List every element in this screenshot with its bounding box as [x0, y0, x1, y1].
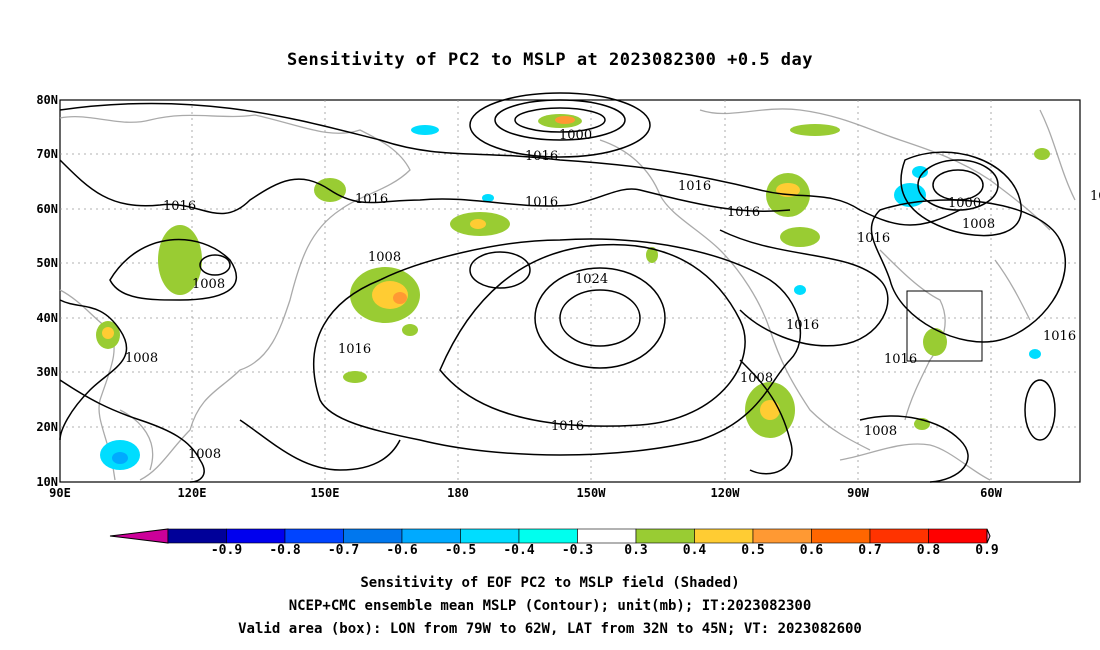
- contour-label: 1000: [559, 128, 592, 143]
- colorbar-swatch: [460, 528, 520, 544]
- lat-label: 80N: [36, 93, 58, 107]
- colorbar-low-extend: [109, 528, 169, 544]
- lon-label: 90W: [847, 486, 869, 500]
- contour-label: 1000: [948, 196, 981, 211]
- contour-label: 1008: [1090, 189, 1100, 204]
- lat-label: 50N: [36, 256, 58, 270]
- contour-label: 1016: [525, 195, 558, 210]
- colorbar-tick-label: -0.5: [444, 543, 477, 558]
- contour-label: 1008: [125, 351, 158, 366]
- contour-label: 1008: [962, 217, 995, 232]
- lon-label: 150W: [576, 486, 606, 500]
- colorbar-tick-label: 0.4: [682, 543, 707, 558]
- contour-label: 1016: [884, 352, 917, 367]
- contour-label: 1016: [525, 149, 558, 164]
- lon-label: 150E: [310, 486, 340, 500]
- colorbar-swatch: [226, 528, 286, 544]
- colorbar-swatch: [343, 528, 403, 544]
- colorbar-swatch: [811, 528, 871, 544]
- sensitivity-shading: [96, 114, 1050, 470]
- contour-label: 1016: [338, 342, 371, 357]
- lon-label: 180: [447, 486, 469, 500]
- lon-label: 120W: [710, 486, 740, 500]
- colorbar-tick-label: -0.8: [269, 543, 301, 558]
- lat-label: 60N: [36, 202, 58, 216]
- colorbar-swatch: [928, 528, 988, 544]
- contour-label: 1016: [786, 318, 819, 333]
- valid-area-box: [906, 290, 983, 362]
- contour-label: 1016: [355, 192, 388, 207]
- contour-label: 1016: [727, 205, 760, 220]
- contour-label: 1016: [163, 199, 196, 214]
- footer-line-2: NCEP+CMC ensemble mean MSLP (Contour); u…: [288, 598, 812, 614]
- contour-labels: 1000 1016 1016 1016 1016 1016 1008 1008 …: [125, 128, 1100, 462]
- contour-label: 1008: [864, 424, 897, 439]
- chart-title: Sensitivity of PC2 to MSLP at 2023082300…: [286, 50, 813, 70]
- colorbar-high-extend: [986, 528, 991, 544]
- colorbar-tick-label: -0.4: [503, 543, 535, 558]
- contour-label: 1016: [678, 179, 711, 194]
- contour-label: 1024: [575, 272, 608, 287]
- colorbar-swatch: [577, 528, 637, 544]
- contour-label: 1016: [857, 231, 890, 246]
- mslp-contours: [59, 92, 1066, 483]
- footer-line-3: Valid area (box): LON from 79W to 62W, L…: [238, 621, 862, 637]
- colorbar-tick-label: 0.3: [624, 543, 648, 558]
- lat-label: 30N: [36, 365, 58, 379]
- colorbar-tick-label: 0.6: [799, 543, 824, 558]
- colorbar-tick-label: 0.7: [858, 543, 882, 558]
- lon-label: 90E: [49, 486, 71, 500]
- colorbar-swatch: [401, 528, 461, 544]
- colorbar-swatch: [752, 528, 812, 544]
- colorbar-tick-label: 0.9: [975, 543, 999, 558]
- colorbar-tick-label: -0.9: [210, 543, 243, 558]
- colorbar-swatch: [284, 528, 344, 544]
- colorbar-swatch: [869, 528, 929, 544]
- lat-label: 10N: [36, 475, 58, 489]
- footer-line-1: Sensitivity of EOF PC2 to MSLP field (Sh…: [360, 575, 740, 591]
- colorbar-tick-label: -0.6: [386, 543, 418, 558]
- lon-label: 120E: [177, 486, 207, 500]
- contour-label: 1008: [188, 447, 221, 462]
- colorbar-swatch: [635, 528, 695, 544]
- colorbar-tick-label: 0.8: [916, 543, 941, 558]
- colorbar-swatch: [167, 528, 227, 544]
- colorbar-swatch: [694, 528, 754, 544]
- colorbar-tick-label: -0.7: [327, 543, 360, 558]
- contour-label: 1016: [1043, 329, 1076, 344]
- coastlines: [59, 108, 1076, 481]
- contour-label: 1008: [740, 371, 773, 386]
- lat-label: 70N: [36, 147, 58, 161]
- colorbar-swatch: [518, 528, 578, 544]
- lat-label: 20N: [36, 420, 58, 434]
- colorbar-tick-label: 0.5: [741, 543, 765, 558]
- contour-label: 1016: [551, 419, 584, 434]
- colorbar-tick-label: -0.3: [561, 543, 594, 558]
- contour-label: 1008: [192, 277, 225, 292]
- colorbar: [109, 528, 991, 544]
- contour-label: 1008: [368, 250, 401, 265]
- lat-label: 40N: [36, 311, 58, 325]
- lon-label: 60W: [980, 486, 1002, 500]
